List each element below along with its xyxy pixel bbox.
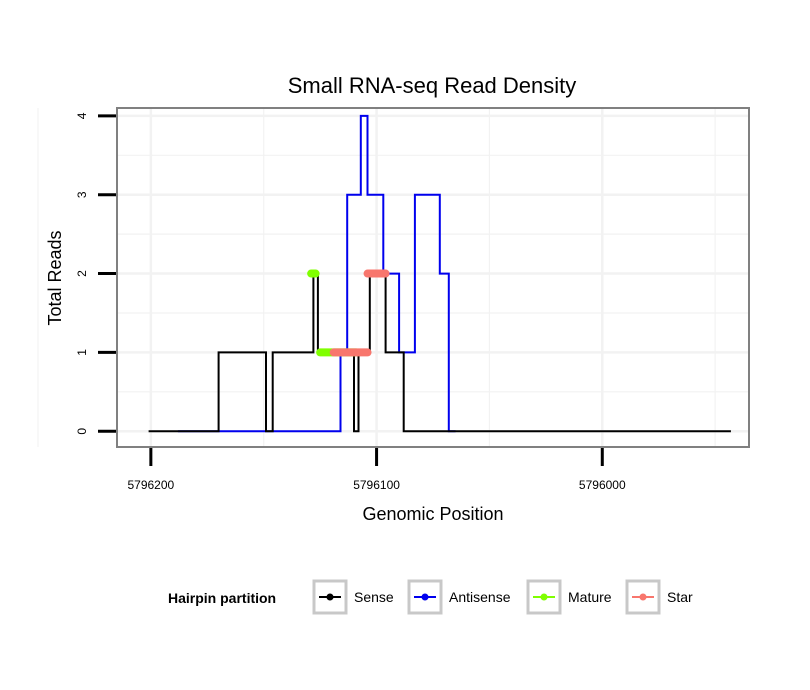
legend-key-dot xyxy=(421,593,429,601)
axes: 5796200 5796100 5796000 0 1 2 3 4 xyxy=(75,112,626,492)
legend-item-sense: Sense xyxy=(312,579,394,615)
y-axis-label: Total Reads xyxy=(45,230,65,325)
x-tick-label: 5796100 xyxy=(353,478,400,492)
legend-label: Star xyxy=(667,589,693,605)
y-tick-label: 0 xyxy=(75,428,89,435)
x-tick-label: 5796200 xyxy=(127,478,174,492)
legend-item-mature: Mature xyxy=(526,579,612,615)
x-tick-label: 5796000 xyxy=(579,478,626,492)
legend-label: Antisense xyxy=(449,589,511,605)
legend-key-dot xyxy=(326,593,334,601)
legend-label: Sense xyxy=(354,589,394,605)
y-tick-label: 2 xyxy=(75,270,89,277)
legend-item-antisense: Antisense xyxy=(407,579,511,615)
legend-title: Hairpin partition xyxy=(168,590,276,606)
series-antisense xyxy=(177,114,456,433)
x-axis-label: Genomic Position xyxy=(362,504,503,524)
y-tick-label: 3 xyxy=(75,191,89,198)
legend-key-dot xyxy=(540,593,548,601)
grid xyxy=(37,108,749,447)
legend: Hairpin partition Sense Antisense Mature St… xyxy=(168,579,693,615)
y-tick-label: 4 xyxy=(75,112,89,119)
y-tick-label: 1 xyxy=(75,349,89,356)
legend-item-star: Star xyxy=(625,579,693,615)
legend-label: Mature xyxy=(568,589,612,605)
series-layer xyxy=(148,114,731,433)
chart-title: Small RNA-seq Read Density xyxy=(288,73,577,98)
legend-key-dot xyxy=(639,593,647,601)
plot-panel-border xyxy=(116,107,750,448)
